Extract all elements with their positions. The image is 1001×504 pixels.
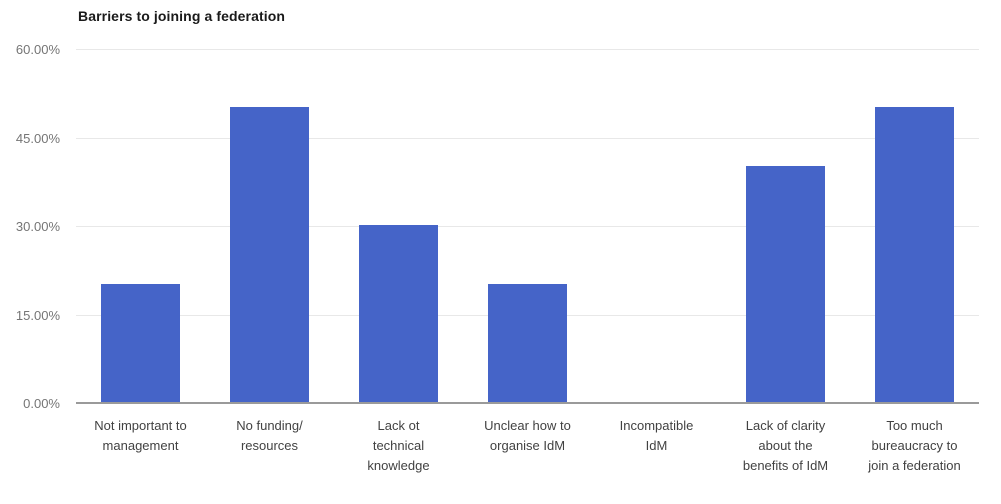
gridline [76, 49, 979, 50]
y-tick-label: 60.00% [15, 42, 60, 57]
y-tick-label: 30.00% [15, 219, 60, 234]
x-tick-label: No funding/ resources [236, 418, 303, 453]
bar [875, 107, 954, 402]
x-tick-label: Not important to management [94, 418, 187, 453]
bar [746, 166, 825, 402]
bar [230, 107, 309, 402]
x-tick-label: Lack ot technical knowledge [367, 418, 430, 473]
chart-title: Barriers to joining a federation [78, 8, 286, 24]
plot-area [76, 49, 979, 404]
y-tick-label: 45.00% [15, 130, 60, 146]
x-axis-baseline [76, 402, 979, 404]
x-tick-label: Too much bureaucracy to join a federatio… [868, 418, 961, 473]
bar [359, 225, 438, 402]
bar [101, 284, 180, 402]
gridline [76, 226, 979, 227]
y-tick-label: 0.00% [23, 396, 60, 411]
x-tick-label: Lack of clarity about the benefits of Id… [742, 418, 829, 473]
x-tick-label: Unclear how to organise IdM [484, 418, 571, 453]
x-tick-label: Incompatible IdM [619, 418, 694, 453]
gridline [76, 137, 979, 139]
y-tick-label: 15.00% [15, 307, 60, 323]
bar [488, 284, 567, 402]
